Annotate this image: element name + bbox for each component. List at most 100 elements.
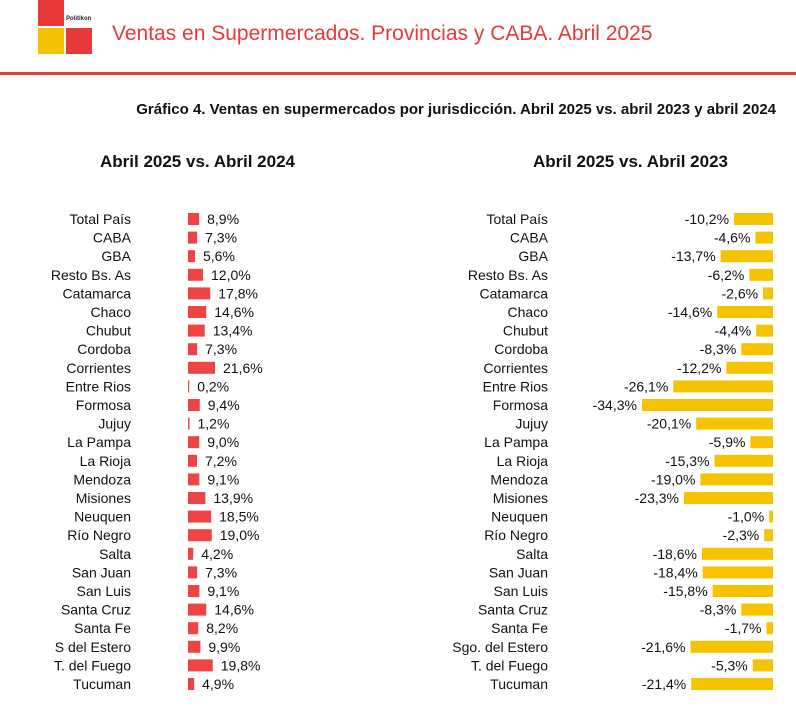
left-category-label: Río Negro xyxy=(67,527,131,543)
left-bar xyxy=(188,306,207,318)
left-category-label: San Luis xyxy=(77,583,131,599)
left-category-label: Entre Rios xyxy=(66,378,131,394)
right-bar xyxy=(720,250,773,263)
left-value-label: 13,4% xyxy=(213,323,253,339)
left-bar xyxy=(188,510,212,523)
right-bar xyxy=(712,585,773,597)
right-value-label: -2,6% xyxy=(721,285,758,301)
left-bar xyxy=(188,640,201,653)
left-category-label: Chaco xyxy=(91,304,132,320)
right-value-label: -26,1% xyxy=(624,378,668,394)
right-category-label: Total País xyxy=(487,211,548,227)
brand-name: Politikon xyxy=(66,16,92,22)
figure-title: Gráfico 4. Ventas en supermercados por j… xyxy=(136,101,776,118)
left-bar xyxy=(188,250,195,263)
right-category-label: GBA xyxy=(518,248,548,264)
left-value-label: 1,2% xyxy=(198,416,230,432)
right-bar xyxy=(714,454,773,467)
left-category-label: La Rioja xyxy=(80,453,132,469)
right-panel-title: Abril 2025 vs. Abril 2023 xyxy=(533,152,728,171)
right-bar xyxy=(702,566,773,579)
left-category-label: Resto Bs. As xyxy=(51,267,131,283)
right-bar xyxy=(755,231,773,244)
right-bar xyxy=(764,529,773,542)
right-bar xyxy=(756,324,773,337)
left-value-label: 14,6% xyxy=(214,602,254,618)
right-bar xyxy=(752,659,773,672)
left-category-label: Corrientes xyxy=(66,360,131,376)
right-category-label: Catamarca xyxy=(480,285,549,301)
left-category-label: Jujuy xyxy=(98,416,131,432)
right-value-label: -8,3% xyxy=(700,602,737,618)
left-bar xyxy=(188,324,205,337)
right-category-label: La Pampa xyxy=(484,434,548,450)
right-category-label: Resto Bs. As xyxy=(468,267,548,283)
right-value-label: -4,4% xyxy=(715,323,752,339)
left-category-label: San Juan xyxy=(72,564,131,580)
left-bar xyxy=(188,343,198,356)
left-bar xyxy=(188,603,207,616)
left-bar xyxy=(188,547,194,560)
left-bar xyxy=(188,361,215,374)
left-category-label: La Pampa xyxy=(67,434,131,450)
right-bar xyxy=(691,678,773,690)
right-value-label: -15,8% xyxy=(663,583,707,599)
left-category-label: Catamarca xyxy=(63,285,132,301)
left-bar xyxy=(188,529,212,542)
left-value-label: 12,0% xyxy=(211,267,251,283)
right-value-label: -15,3% xyxy=(665,453,709,469)
right-category-label: Santa Fe xyxy=(491,620,548,636)
right-category-label: La Rioja xyxy=(497,453,549,469)
left-bar xyxy=(188,380,190,393)
right-value-label: -6,2% xyxy=(708,267,745,283)
right-value-label: -21,6% xyxy=(641,639,685,655)
right-value-label: -10,2% xyxy=(685,211,729,227)
left-category-label: Chubut xyxy=(86,323,131,339)
right-bar xyxy=(696,417,773,430)
left-bar xyxy=(188,213,200,225)
left-bar xyxy=(188,678,195,690)
right-category-label: CABA xyxy=(510,230,549,246)
left-category-label: Salta xyxy=(99,546,131,562)
left-bar xyxy=(188,492,206,504)
left-category-label: Santa Cruz xyxy=(61,602,131,618)
logo-square-red-bottom xyxy=(66,28,92,54)
right-category-label: Formosa xyxy=(493,397,548,413)
left-value-label: 5,6% xyxy=(203,248,235,264)
left-value-label: 8,9% xyxy=(207,211,239,227)
left-value-label: 7,2% xyxy=(205,453,237,469)
right-value-label: -5,9% xyxy=(709,434,746,450)
left-category-label: Mendoza xyxy=(73,471,131,487)
left-value-label: 9,4% xyxy=(208,397,240,413)
left-bar xyxy=(188,399,200,411)
right-bar xyxy=(690,640,773,653)
left-bar xyxy=(188,566,198,579)
left-category-label: S del Estero xyxy=(55,639,131,655)
right-bar xyxy=(766,622,773,635)
brand-logo: Politikon xyxy=(38,0,94,54)
left-value-label: 14,6% xyxy=(214,304,254,320)
right-bar xyxy=(734,213,773,225)
right-value-label: -21,4% xyxy=(642,676,686,692)
left-category-label: Neuquen xyxy=(74,509,131,525)
right-bar xyxy=(701,547,773,560)
right-category-label: Río Negro xyxy=(484,527,548,543)
header-divider xyxy=(0,72,796,75)
right-category-label: Santa Cruz xyxy=(478,602,548,618)
right-category-label: Jujuy xyxy=(515,416,548,432)
right-bar xyxy=(749,268,773,281)
left-category-label: T. del Fuego xyxy=(54,657,131,673)
right-value-label: -34,3% xyxy=(593,397,637,413)
right-value-label: -1,0% xyxy=(728,509,765,525)
left-value-label: 9,1% xyxy=(207,583,239,599)
left-bar xyxy=(188,622,199,635)
right-value-label: -1,7% xyxy=(725,620,762,636)
right-bar xyxy=(641,399,773,411)
left-value-label: 7,3% xyxy=(205,230,237,246)
left-value-label: 9,9% xyxy=(208,639,240,655)
left-bar xyxy=(188,473,200,486)
left-bar xyxy=(188,436,200,449)
right-bar-chart: Total País -10,2% CABA -4,6% GBA -13,7% Resto … xyxy=(452,211,773,692)
left-value-label: 4,2% xyxy=(201,546,233,562)
